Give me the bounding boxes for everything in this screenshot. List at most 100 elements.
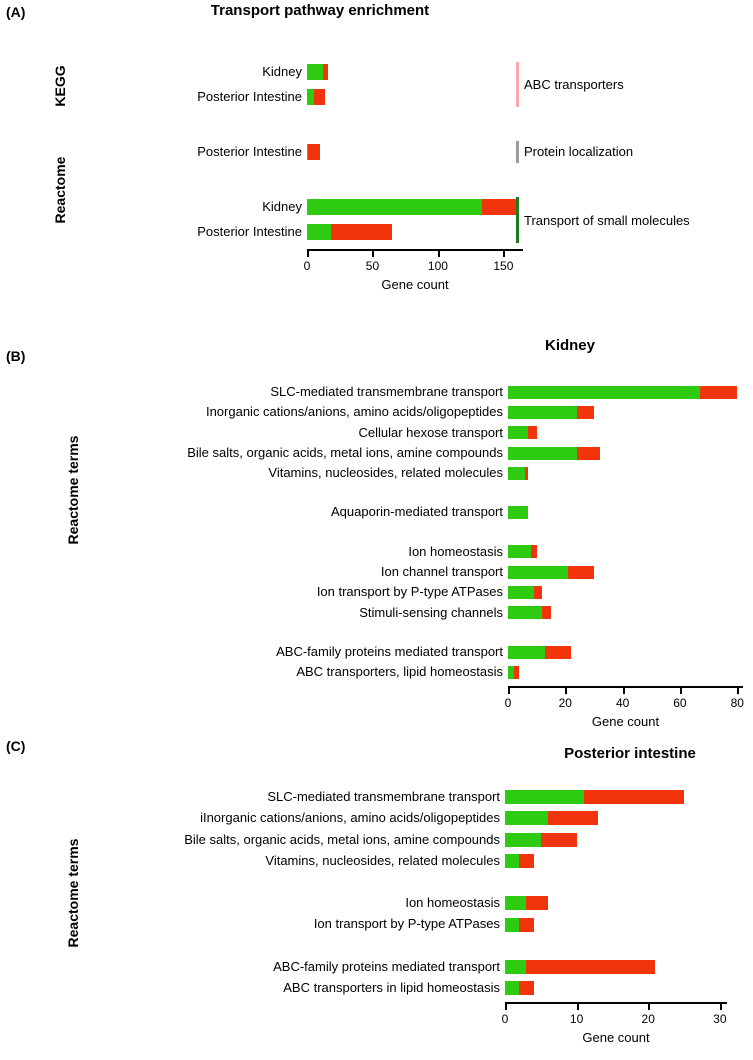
tick-label: 50 [365,259,380,273]
bar-row: iInorganic cations/anions, amino acids/o… [138,810,727,826]
row-label: Ion homeostasis [405,895,500,911]
stacked-bar [508,506,743,520]
green-segment [307,89,314,105]
chart-b: SLC-mediated transmembrane transport Inor… [138,384,744,730]
stacked-bar [307,89,523,105]
bar-row: Aquaporin-mediated transport [138,505,743,519]
stacked-bar [508,545,743,559]
tick-label: 0 [504,695,512,710]
green-segment [508,606,543,620]
row-label: Posterior Intestine [197,143,302,159]
red-segment [576,405,594,419]
green-segment [508,545,531,559]
y-axis-label-reactome-terms: Reactome terms [65,435,81,545]
x-axis: 0 10 20 30 Gene count [501,1002,727,1046]
row-label: Ion transport by P-type ATPases [316,584,503,600]
green-segment [505,832,541,847]
stacked-bar [505,959,727,974]
green-segment [508,466,526,480]
red-segment [568,565,594,579]
axis-tick [679,687,682,694]
annotation-line-protein-localization [516,141,519,163]
green-segment [505,854,520,869]
axis-tick [505,1004,507,1011]
tick-label: 100 [427,259,448,273]
tick-label: 0 [501,1012,509,1027]
panel-a: (A) Transport pathway enrichment KEGG Re… [0,0,753,330]
green-segment [307,144,309,160]
row-label: Inorganic cations/anions, amino acids/ol… [205,404,503,420]
bar-row: Kidney [92,64,523,80]
red-segment [519,854,534,869]
bar-row: Stimuli-sensing channels [138,605,743,620]
green-segment [508,586,534,600]
axis-tick [622,687,625,694]
row-label: ABC-family proteins mediated transport [276,643,503,659]
panel-c: (C) Posterior intestine Reactome terms S… [0,730,753,1060]
red-segment [547,811,599,826]
row-label: ABC transporters, lipid homeostasis [296,664,503,680]
tick-label: 20 [558,695,572,710]
tick-label: 0 [303,259,311,273]
stacked-bar [508,405,743,419]
panel-c-title: Posterior intestine [564,745,696,762]
panel-a-tag: (A) [6,4,26,20]
green-segment [508,565,569,579]
row-label: SLC-mediated transmembrane transport [270,384,503,399]
stacked-bar [508,385,743,399]
red-segment [322,64,328,80]
red-segment [530,545,537,559]
red-segment [540,832,577,847]
red-segment [519,917,534,932]
stacked-bar [505,981,727,996]
red-segment [525,466,529,480]
red-segment [526,896,548,911]
stacked-bar [508,565,743,579]
green-segment [508,665,514,679]
red-segment [528,426,537,440]
axis-tick [508,687,510,694]
row-label: Kidney [262,63,302,79]
axis-group-label-reactome: Reactome [52,156,68,224]
red-segment [308,144,321,160]
axis-tick [719,1004,722,1011]
stacked-bar [505,790,727,805]
stacked-bar [505,832,727,847]
bar-row: Inorganic cations/anions, amino acids/ol… [138,404,743,420]
bar-row: ABC transporters in lipid homeostasis [138,980,727,996]
green-segment [505,896,527,911]
axis-tick [503,251,506,257]
group-spacer [92,114,523,144]
bar-row: SLC-mediated transmembrane transport [138,384,743,399]
panel-b-title: Kidney [544,337,595,354]
row-label: iInorganic cations/anions, amino acids/o… [200,810,500,826]
red-segment [313,89,326,105]
bar-row: ABC-family proteins mediated transport [138,959,727,974]
bar-row: Vitamins, nucleosides, related molecules [138,853,727,869]
annotation-line-abc-transporters [516,62,519,107]
axis-tick [565,687,568,694]
row-label: ABC transporters in lipid homeostasis [283,980,500,996]
annotation-abc-transporters: ABC transporters [524,77,624,92]
tick-label: 60 [673,695,687,710]
green-segment [505,959,527,974]
bar-row: Cellular hexose transport [138,424,743,440]
bar-row: Kidney [92,199,523,215]
stacked-bar [508,606,743,620]
red-segment [533,586,543,600]
bar-row: Vitamins, nucleosides, related molecules [138,465,743,480]
row-label: Cellular hexose transport [358,424,503,440]
red-segment [482,199,517,215]
group-spacer [138,486,743,505]
stacked-bar [508,466,743,480]
x-axis-label: Gene count [591,713,660,729]
group-spacer [138,875,727,896]
row-label: Posterior Intestine [197,223,302,239]
stacked-bar [508,665,743,679]
stacked-bar [508,586,743,600]
green-segment [505,917,520,932]
axis-tick [437,251,440,257]
bar-row: SLC-mediated transmembrane transport [138,789,727,805]
bar-row: Posterior Intestine [92,89,523,105]
axis-tick [372,251,375,257]
